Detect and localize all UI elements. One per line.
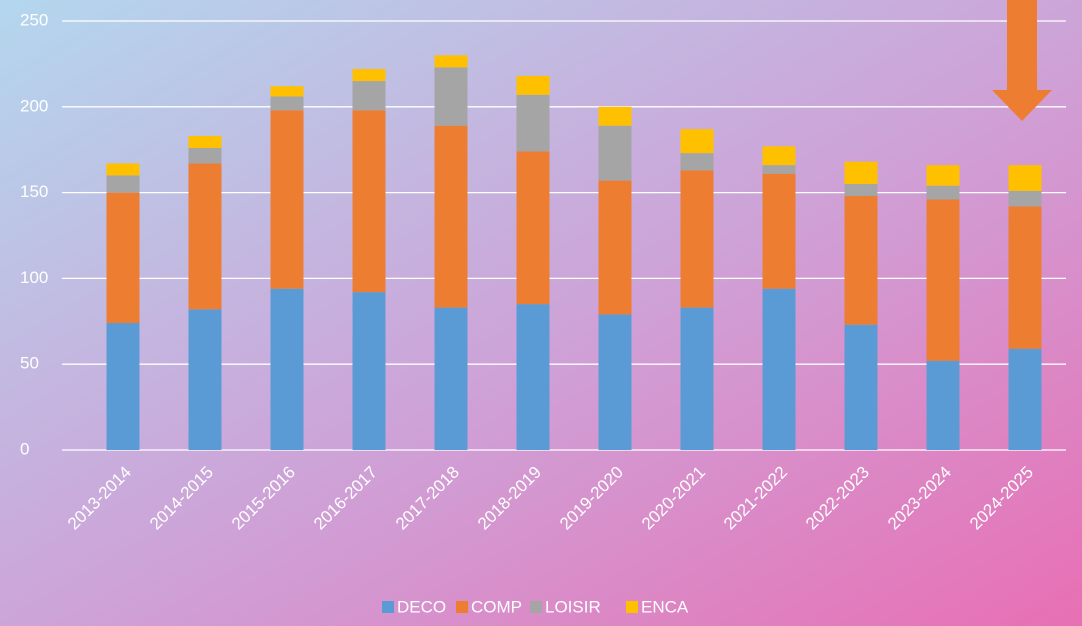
bar-segment <box>680 307 714 450</box>
y-tick-label: 250 <box>20 10 48 29</box>
bar-segment <box>106 175 140 193</box>
y-tick-label: 100 <box>20 268 48 287</box>
bar-segment <box>270 110 304 289</box>
legend-swatch <box>456 601 468 613</box>
bar-segment <box>844 324 878 450</box>
bar-segment <box>434 307 468 450</box>
bar-segment <box>270 288 304 450</box>
bar-segment <box>434 125 468 308</box>
bar-segment <box>516 151 550 305</box>
y-tick-label: 0 <box>20 439 29 458</box>
bar-segment <box>926 199 960 361</box>
bar-segment <box>516 94 550 152</box>
bar-segment <box>762 165 796 174</box>
bar-segment <box>352 69 386 82</box>
bar-segment <box>598 180 632 315</box>
bar-segment <box>188 147 222 164</box>
bar-segment <box>106 192 140 324</box>
legend: DECO COMP LOISIR ENCA <box>382 597 689 616</box>
bar-segment <box>1008 190 1042 207</box>
bar-segment <box>762 288 796 450</box>
bar-segment <box>844 196 878 325</box>
y-tick-label: 150 <box>20 182 48 201</box>
bar-segment <box>926 185 960 200</box>
bar-segment <box>926 360 960 450</box>
legend-label: ENCA <box>641 597 689 616</box>
arrow <box>992 0 1052 121</box>
legend-swatch <box>530 601 542 613</box>
bar-segment <box>270 96 304 111</box>
legend-label: LOISIR <box>545 597 601 616</box>
bar-segment <box>598 314 632 450</box>
bar-segment <box>516 75 550 95</box>
bar-segment <box>844 161 878 185</box>
bar-segment <box>352 292 386 450</box>
bar-segment <box>844 184 878 197</box>
legend-label: COMP <box>471 597 522 616</box>
bar-segment <box>680 170 714 308</box>
bar-segment <box>106 163 140 176</box>
bar-segment <box>106 323 140 450</box>
bar-segment <box>762 146 796 166</box>
bar-segment <box>352 110 386 293</box>
bar-segment <box>352 81 386 111</box>
bar-segment <box>1008 165 1042 191</box>
bar-segment <box>270 86 304 97</box>
bar-segment <box>762 173 796 289</box>
bar-segment <box>680 153 714 171</box>
bar-segment <box>1008 206 1042 349</box>
bar-segment <box>434 55 468 68</box>
legend-swatch <box>382 601 394 613</box>
bars <box>106 55 1042 450</box>
bar-segment <box>1008 348 1042 450</box>
bar-segment <box>598 125 632 181</box>
bar-segment <box>680 129 714 154</box>
bar-segment <box>188 309 222 450</box>
y-tick-label: 200 <box>20 96 48 115</box>
grid <box>62 20 1066 451</box>
legend-swatch <box>626 601 638 613</box>
bar-segment <box>516 304 550 450</box>
y-tick-label: 50 <box>20 354 39 373</box>
bar-segment <box>598 106 632 126</box>
legend-label: DECO <box>397 597 446 616</box>
bar-segment <box>926 165 960 186</box>
bar-segment <box>188 163 222 310</box>
bar-segment <box>434 67 468 126</box>
bar-segment <box>188 135 222 148</box>
